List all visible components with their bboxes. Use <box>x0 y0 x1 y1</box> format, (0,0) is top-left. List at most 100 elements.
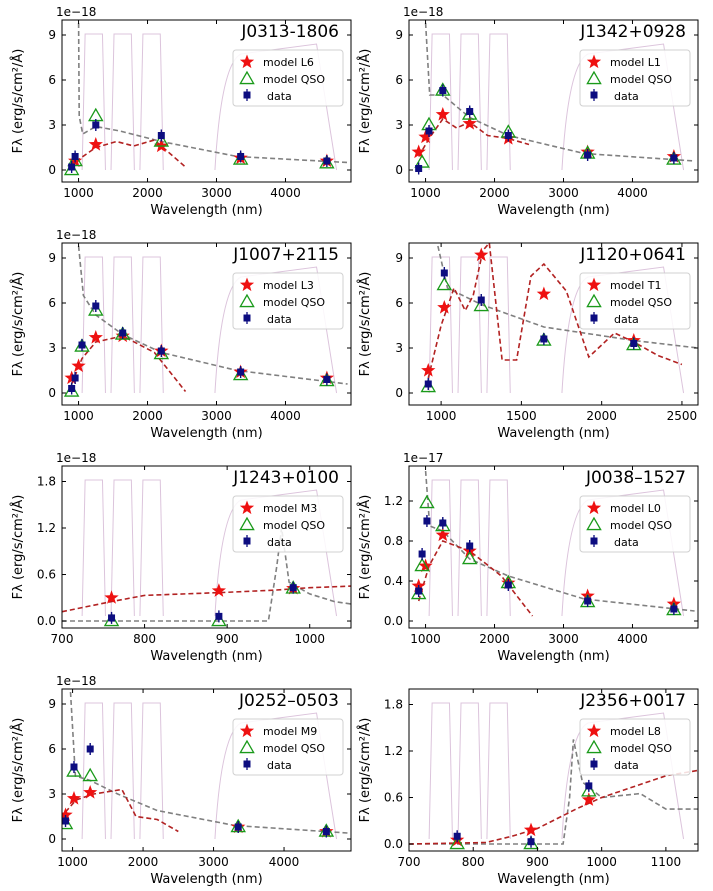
data-point <box>86 745 94 753</box>
legend-qso-label: model QSO <box>610 519 672 532</box>
legend-qso-label: model QSO <box>610 742 672 755</box>
legend-data-label: data <box>614 313 639 326</box>
filter-curves <box>81 256 338 394</box>
model-point <box>411 144 426 159</box>
data-point <box>424 380 432 388</box>
y-tick-label: 6 <box>48 742 56 756</box>
axes-frame <box>408 688 699 852</box>
y-axis-label: Fλ (erg/s/cm²/Å) <box>357 49 373 154</box>
qso-point <box>153 133 170 147</box>
y-tick-label: 1.2 <box>37 521 56 535</box>
data-point <box>425 127 433 135</box>
filter-curves <box>81 479 338 617</box>
model-point <box>435 527 450 542</box>
x-axis-label: Wavelength (nm) <box>150 203 262 218</box>
legend-model-star-icon <box>586 723 602 738</box>
plot-area <box>62 691 348 840</box>
data-point <box>453 832 461 840</box>
chart-panel: 700 800 900 1000 1100 0.0 0.6 1.2 1.8 J2356+0017 W… <box>357 688 699 887</box>
x-tick-label: 2000 <box>128 855 159 869</box>
y-tick-label: 3 <box>395 341 403 355</box>
chart-panel: 1000 2000 3000 4000 0.0 0.4 0.8 1.2 1e−17 J0038–1… <box>357 451 699 664</box>
x-tick-label: 2500 <box>667 409 698 423</box>
legend-box <box>232 718 344 776</box>
x-tick-label: 1000 <box>410 632 441 646</box>
y-axis-label: Fλ (erg/s/cm²/Å) <box>10 495 26 600</box>
x-tick-label: 1100 <box>651 855 682 869</box>
model-point <box>104 590 119 604</box>
y-tick-label: 9 <box>395 251 403 265</box>
x-tick-label: 4000 <box>617 186 648 200</box>
y-tick-label: 1.8 <box>37 475 56 489</box>
model-point <box>437 300 452 314</box>
axis-offset-label: 1e−17 <box>403 451 443 465</box>
x-tick-label: 900 <box>526 855 549 869</box>
y-tick-label: 1.2 <box>384 744 403 758</box>
legend-box <box>579 495 691 553</box>
qso-point <box>419 494 435 509</box>
plot-area <box>63 245 348 397</box>
x-tick-label: 4000 <box>270 409 301 423</box>
axis-offset-label: 1e−18 <box>56 5 96 19</box>
data-point <box>237 368 245 376</box>
x-tick-label: 2000 <box>479 186 510 200</box>
data-point <box>540 335 548 343</box>
data-point <box>630 340 638 347</box>
model-point <box>418 129 433 144</box>
legend: model L6 model QSO data <box>232 49 344 107</box>
data-point <box>584 597 592 605</box>
axes-frame <box>61 688 352 852</box>
legend: model L8 model QSO data <box>579 718 691 776</box>
qso-point <box>414 557 430 572</box>
data-point <box>68 163 76 171</box>
y-tick-label: 0.0 <box>37 614 56 628</box>
model-point <box>523 822 539 837</box>
y-tick-label: 6 <box>48 73 56 87</box>
x-axis-label: Wavelength (nm) <box>150 426 262 441</box>
legend-qso-label: model QSO <box>263 73 325 86</box>
x-tick-label: 3000 <box>201 186 232 200</box>
legend-box <box>579 272 691 330</box>
chart-panel: 1000 2000 3000 4000 0 3 6 91e−18 J0313-1806 Wavel… <box>10 5 352 218</box>
x-tick-label: 800 <box>133 632 156 646</box>
data-point <box>439 87 447 94</box>
data-point <box>439 519 447 527</box>
x-tick-label: 4000 <box>617 632 648 646</box>
legend-data-label: data <box>614 90 639 103</box>
qso-template-line <box>77 22 348 164</box>
legend-qso-triangle-icon <box>586 516 602 531</box>
data-point <box>415 587 423 595</box>
data-point <box>418 550 426 558</box>
filter-curves <box>428 479 685 617</box>
data-point <box>78 341 86 349</box>
x-tick-label: 1000 <box>586 855 617 869</box>
data-point <box>504 132 512 139</box>
y-tick-label: 0 <box>48 832 56 846</box>
data-point <box>440 269 448 277</box>
data-point <box>477 296 485 304</box>
chart-panel: 1000 1500 2000 2500 0 3 6 9 J1120+0641 Wavelength… <box>357 242 699 441</box>
model-point <box>154 138 169 153</box>
legend-model-label: model L3 <box>263 279 314 292</box>
legend-data-label: data <box>614 536 639 549</box>
legend-model-star-icon <box>239 723 255 738</box>
chart-title: J1243+0100 <box>232 468 339 488</box>
x-tick-label: 1000 <box>426 409 457 423</box>
model-point <box>435 107 450 121</box>
chart-panel: 1000 2000 3000 4000 0 3 6 91e−18 J0252–0503 Wavel… <box>10 674 352 887</box>
model-point <box>83 785 98 799</box>
y-axis-label: Fλ (erg/s/cm²/Å) <box>10 272 26 377</box>
axes-frame <box>61 465 352 629</box>
legend-qso-triangle-icon <box>586 293 602 308</box>
legend-qso-triangle-icon <box>586 739 602 754</box>
legend-qso-label: model QSO <box>610 296 672 309</box>
data-point <box>119 329 127 337</box>
qso-point <box>82 767 98 782</box>
model-point <box>474 247 489 262</box>
x-tick-label: 2000 <box>479 632 510 646</box>
model-point <box>581 792 596 806</box>
legend-qso-triangle-icon <box>239 293 255 308</box>
x-axis-label: Wavelength (nm) <box>150 872 262 887</box>
data-point <box>323 157 331 165</box>
axes-frame <box>61 19 352 183</box>
